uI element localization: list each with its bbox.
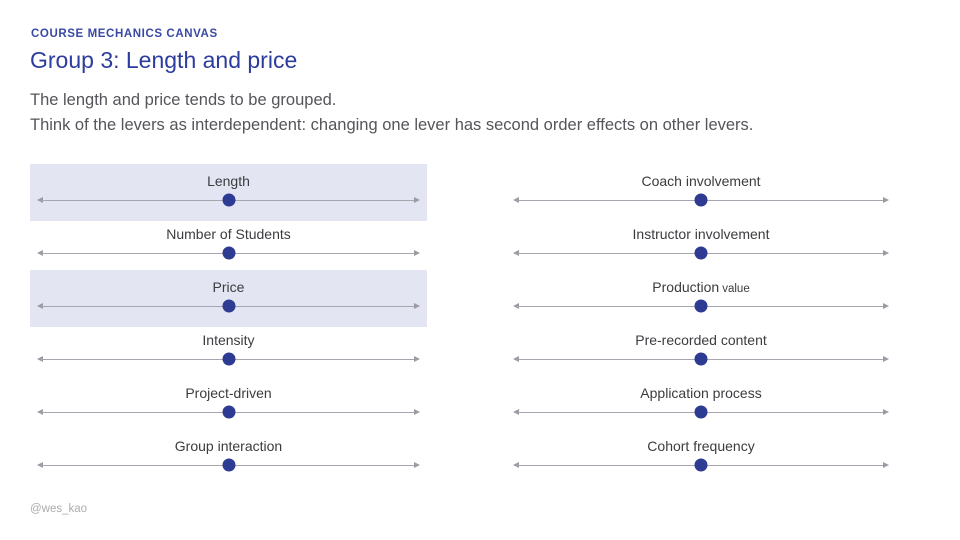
slider-row-group-interaction: Group interaction: [30, 429, 427, 482]
slider-label: Instructor involvement: [632, 226, 770, 242]
slider-track: [513, 193, 889, 207]
slider-handle[interactable]: [694, 246, 708, 260]
arrow-left-icon: [37, 355, 43, 362]
sliders-canvas: Length Number of Students Price: [30, 164, 896, 482]
slider-track: [513, 352, 889, 366]
slider-label: Application process: [640, 385, 762, 401]
slider-row-number-of-students: Number of Students: [30, 217, 427, 270]
slider-label: Intensity: [202, 332, 255, 348]
arrow-left-icon: [37, 249, 43, 256]
slider-handle[interactable]: [222, 246, 235, 260]
arrow-left-icon: [37, 408, 43, 415]
slider-label: Pre-recorded content: [635, 332, 767, 348]
slide-title: Group 3: Length and price: [30, 47, 298, 73]
sliders-column-left: Length Number of Students Price: [30, 164, 427, 482]
slide-eyebrow: COURSE MECHANICS CANVAS: [31, 28, 218, 40]
slider-label: Production value: [652, 279, 750, 295]
slider-handle[interactable]: [222, 299, 235, 313]
slider-row-cohort-frequency: Cohort frequency: [506, 429, 896, 482]
description-line-2: Think of the levers as interdependent: c…: [30, 116, 754, 134]
slider-handle[interactable]: [694, 352, 708, 366]
sliders-column-right: Coach involvement Instructor involvement…: [506, 164, 896, 482]
arrow-right-icon: [883, 408, 889, 415]
slider-label: Project-driven: [185, 385, 272, 401]
slider-row-project-driven: Project-driven: [30, 376, 427, 429]
author-handle: @wes_kao: [30, 503, 88, 515]
arrow-left-icon: [37, 196, 43, 203]
slider-handle[interactable]: [694, 193, 708, 207]
slider-track: [37, 299, 420, 313]
arrow-right-icon: [883, 355, 889, 362]
slider-row-application-process: Application process: [506, 376, 896, 429]
slider-track: [37, 193, 420, 207]
arrow-left-icon: [513, 461, 519, 468]
slider-track: [513, 299, 889, 313]
slider-row-price: Price: [30, 270, 427, 327]
slider-track: [37, 246, 420, 260]
slider-handle[interactable]: [694, 405, 708, 419]
arrow-right-icon: [883, 249, 889, 256]
slider-row-production-value: Production value: [506, 270, 896, 323]
arrow-left-icon: [513, 249, 519, 256]
slider-handle[interactable]: [222, 352, 235, 366]
slider-handle[interactable]: [694, 299, 708, 313]
arrow-right-icon: [414, 355, 420, 362]
arrow-right-icon: [414, 196, 420, 203]
slider-label: Coach involvement: [641, 173, 761, 189]
slider-track: [513, 405, 889, 419]
arrow-right-icon: [883, 461, 889, 468]
slider-track: [513, 458, 889, 472]
arrow-right-icon: [414, 408, 420, 415]
arrow-left-icon: [513, 355, 519, 362]
slider-label: Length: [207, 173, 250, 189]
slider-track: [513, 246, 889, 260]
slider-row-instructor-involvement: Instructor involvement: [506, 217, 896, 270]
arrow-right-icon: [883, 196, 889, 203]
slider-row-intensity: Intensity: [30, 323, 427, 376]
slider-track: [37, 352, 420, 366]
slider-handle[interactable]: [222, 405, 235, 419]
slider-track: [37, 405, 420, 419]
slider-label: Number of Students: [166, 226, 291, 242]
slider-track: [37, 458, 420, 472]
slider-handle[interactable]: [694, 458, 708, 472]
slider-row-pre-recorded-content: Pre-recorded content: [506, 323, 896, 376]
arrow-left-icon: [37, 461, 43, 468]
arrow-right-icon: [414, 249, 420, 256]
arrow-right-icon: [883, 302, 889, 309]
slider-handle[interactable]: [222, 458, 235, 472]
slider-label: Cohort frequency: [647, 438, 755, 454]
slide-description: The length and price tends to be grouped…: [30, 88, 753, 138]
arrow-left-icon: [37, 302, 43, 309]
slider-label: Group interaction: [174, 438, 283, 454]
arrow-left-icon: [513, 196, 519, 203]
arrow-right-icon: [414, 461, 420, 468]
slider-row-length: Length: [30, 164, 427, 221]
arrow-left-icon: [513, 302, 519, 309]
description-line-1: The length and price tends to be grouped…: [30, 91, 337, 109]
slider-label: Price: [212, 279, 245, 295]
slider-row-coach-involvement: Coach involvement: [506, 164, 896, 217]
arrow-right-icon: [414, 302, 420, 309]
slider-handle[interactable]: [222, 193, 235, 207]
arrow-left-icon: [513, 408, 519, 415]
